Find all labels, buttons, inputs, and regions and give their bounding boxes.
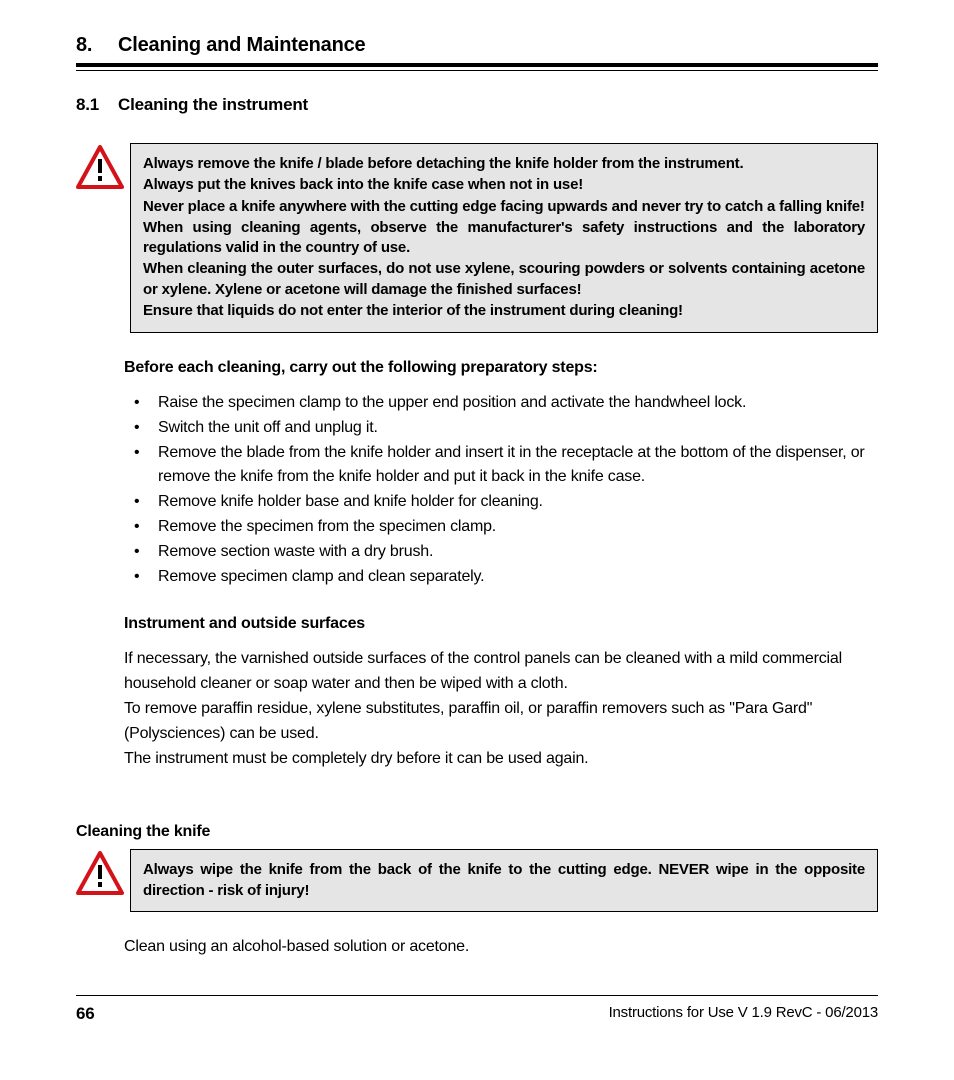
warning-line: When using cleaning agents, observe the … [143, 218, 865, 259]
surfaces-para-1: If necessary, the varnished outside surf… [124, 647, 878, 697]
list-item: Raise the specimen clamp to the upper en… [134, 391, 878, 416]
chapter-number: 8. [76, 34, 118, 57]
warning-icon [76, 851, 124, 900]
chapter-heading: 8. Cleaning and Maintenance [76, 34, 878, 67]
warning-text-2: Always wipe the knife from the back of t… [130, 849, 878, 912]
surfaces-para-2: To remove paraffin residue, xylene subst… [124, 697, 878, 747]
warning-text-1: Always remove the knife / blade before d… [130, 143, 878, 333]
list-item: Remove specimen clamp and clean separate… [134, 565, 878, 590]
section-number: 8.1 [76, 95, 118, 115]
list-item: Remove the blade from the knife holder a… [134, 441, 878, 491]
knife-heading: Cleaning the knife [76, 823, 878, 841]
list-item: Switch the unit off and unplug it. [134, 416, 878, 441]
list-item: Remove the specimen from the specimen cl… [134, 515, 878, 540]
chapter-title: Cleaning and Maintenance [118, 34, 365, 57]
list-item: Remove section waste with a dry brush. [134, 540, 878, 565]
warning-line: Never place a knife anywhere with the cu… [143, 197, 865, 217]
warning-box-2: Always wipe the knife from the back of t… [76, 849, 878, 912]
surfaces-para-3: The instrument must be completely dry be… [124, 747, 878, 772]
final-instruction: Clean using an alcohol-based solution or… [124, 938, 878, 956]
warning-box-1: Always remove the knife / blade before d… [76, 143, 878, 333]
list-item: Remove knife holder base and knife holde… [134, 490, 878, 515]
doc-version: Instructions for Use V 1.9 RevC - 06/201… [609, 1004, 878, 1024]
warning-line: When cleaning the outer surfaces, do not… [143, 259, 865, 300]
warning-line: Ensure that liquids do not enter the int… [143, 301, 865, 321]
prep-steps-list: Raise the specimen clamp to the upper en… [134, 391, 878, 589]
warning-line: Always put the knives back into the knif… [143, 175, 865, 195]
warning-icon [76, 145, 124, 194]
section-heading: 8.1 Cleaning the instrument [76, 95, 878, 115]
prep-steps-heading: Before each cleaning, carry out the foll… [124, 359, 878, 377]
page-footer: 66 Instructions for Use V 1.9 RevC - 06/… [76, 995, 878, 1024]
surfaces-heading: Instrument and outside surfaces [124, 615, 878, 633]
section-title: Cleaning the instrument [118, 95, 308, 115]
warning-line: Always remove the knife / blade before d… [143, 154, 865, 174]
page-number: 66 [76, 1004, 95, 1024]
